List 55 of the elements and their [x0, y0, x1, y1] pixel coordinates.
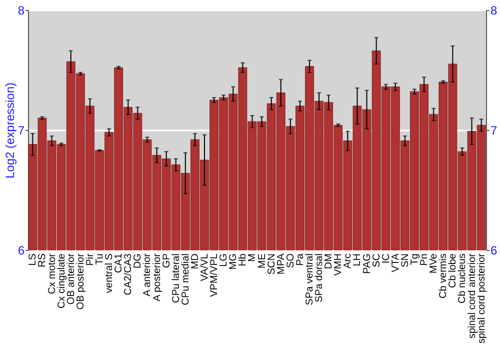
x-tick-label: CPu medial [180, 254, 192, 306]
y2-tick-label: 8 [490, 4, 498, 18]
x-tick-label: Arc [342, 254, 354, 268]
x-tick-label: ventral S [104, 253, 116, 293]
x-tick-label: VMH [333, 254, 344, 276]
x-tick-label: Pir [84, 252, 96, 266]
x-tick-label: CA2/CA3 [123, 253, 134, 296]
x-tick-label: DM [324, 254, 335, 270]
x-tick-label: Tg [410, 254, 421, 266]
x-tick-label: MPA [276, 253, 287, 274]
x-tick-label: Cb nucleus [457, 254, 468, 304]
x-tick-label: spinal cord posterior [476, 252, 488, 344]
x-tick-label: OB anterior [66, 252, 77, 305]
y-tick-label: 8 [18, 4, 25, 18]
x-tick-label: Pa [294, 253, 306, 266]
x-tick-label: PAG [362, 253, 373, 274]
x-tick-label: GP [161, 253, 172, 268]
x-tick-label: Hb [238, 253, 249, 266]
x-tick-label: DG [132, 253, 144, 268]
y-axis-title: Log2 (expression) [2, 82, 17, 179]
y2-tick-label: 7 [490, 124, 498, 138]
x-tick-label: VTA [390, 253, 402, 272]
x-tick-label: LH [352, 254, 364, 266]
x-tick-label: CPu lateral [170, 254, 182, 303]
y-tick-label: 7 [18, 124, 25, 138]
x-tick-label: spinal cord anterior [466, 252, 478, 339]
x-tick-label: Cx motor [46, 252, 58, 294]
x-tick-label: IC [380, 254, 392, 264]
x-tick-label: Tu [94, 254, 106, 265]
y-tick-label: 6 [18, 244, 25, 258]
x-tick-label: MVe [428, 253, 440, 274]
x-tick-label: SC [371, 254, 382, 268]
x-tick-label: VA/VL [200, 253, 210, 282]
x-tick-label: MG [228, 253, 240, 270]
x-tick-label: Pn [419, 254, 430, 266]
x-tick-label: Cx cingulate [56, 253, 68, 309]
x-tick-label: CA1 [114, 253, 125, 273]
x-tick-label: A anterior [142, 252, 154, 296]
x-tick-label: LG [218, 253, 230, 267]
x-tick-label: SCN [266, 254, 278, 275]
x-tick-label: VPM/VPL [209, 253, 220, 297]
y2-tick-label: 6 [490, 244, 498, 258]
x-tick-label: RS [37, 253, 48, 268]
x-tick-label: A posterior [152, 252, 163, 302]
x-tick-label: Cb vermis [438, 254, 450, 299]
x-tick-label: SO [285, 253, 296, 268]
x-tick-label: OB posterior [75, 252, 86, 310]
x-tick-label: SPa dorsal [314, 254, 326, 302]
x-tick-label: MD [190, 254, 201, 270]
x-tick-label: Cb lobe [448, 253, 459, 288]
x-tick-label: SPa ventral [304, 254, 316, 306]
x-tick-label: LS [28, 253, 39, 266]
x-tick-label: SN [400, 254, 411, 268]
x-tick-label: M [247, 254, 258, 262]
x-tick-label: ME [256, 253, 268, 268]
